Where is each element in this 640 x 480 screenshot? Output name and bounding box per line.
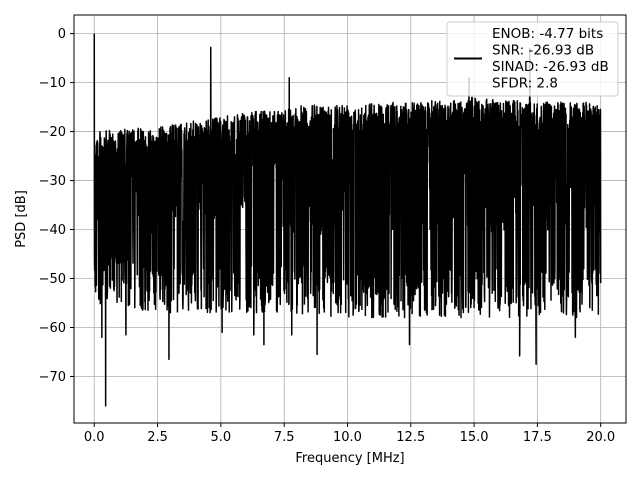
x-tick-label: 17.5 [523, 430, 552, 445]
x-tick-label: 12.5 [396, 430, 425, 445]
x-tick-label: 20.0 [586, 430, 615, 445]
x-tick-label: 2.5 [147, 430, 168, 445]
legend-entry-snr: SNR: -26.93 dB [492, 43, 594, 59]
legend-entry-sfdr: SFDR: 2.8 [492, 76, 558, 92]
y-tick-label: −30 [39, 174, 66, 189]
y-tick-label: −70 [39, 370, 66, 385]
x-tick-label: 0.0 [84, 430, 105, 445]
legend: ENOB: -4.77 bits SNR: -26.93 dB SINAD: -… [446, 21, 619, 97]
y-tick-label: −20 [39, 125, 66, 140]
x-axis: 0.0 2.5 5.0 7.5 10.0 12.5 15.0 17.5 20.0 [84, 423, 615, 445]
legend-entry-enob: ENOB: -4.77 bits [492, 26, 603, 42]
y-tick-label: 0 [58, 27, 66, 42]
x-tick-label: 15.0 [460, 430, 489, 445]
legend-box [446, 21, 619, 97]
y-tick-label: −10 [39, 76, 66, 91]
plot-frame [73, 14, 627, 424]
legend-entry-sinad: SINAD: -26.93 dB [492, 59, 609, 75]
y-axis: 0 −10 −20 −30 −40 −50 −60 −70 [39, 27, 74, 385]
x-tick-label: 10.0 [333, 430, 362, 445]
y-tick-label: −40 [39, 223, 66, 238]
x-tick-label: 5.0 [211, 430, 232, 445]
x-axis-label: Frequency [MHz] [295, 451, 404, 466]
y-tick-label: −50 [39, 272, 66, 287]
plot-area [93, 33, 602, 407]
y-tick-label: −60 [39, 321, 66, 336]
x-tick-label: 7.5 [274, 430, 295, 445]
y-axis-label: PSD [dB] [14, 190, 29, 248]
psd-series-line [93, 33, 602, 407]
